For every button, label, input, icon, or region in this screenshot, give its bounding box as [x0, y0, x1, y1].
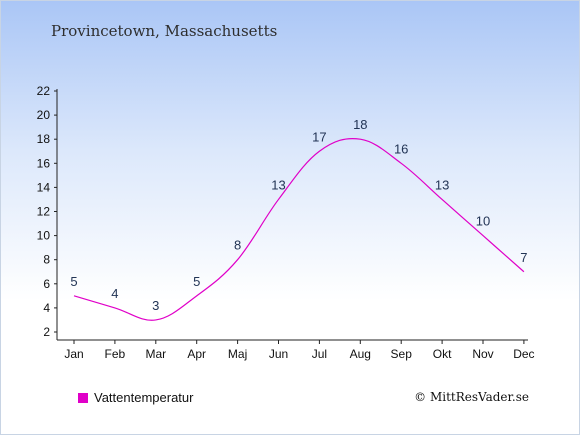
- x-tick-label: Okt: [433, 347, 452, 361]
- x-tick-label: Apr: [187, 347, 206, 361]
- x-tick-label: Jul: [312, 347, 327, 361]
- y-tick-label: 12: [37, 205, 51, 219]
- y-tick-label: 4: [43, 301, 50, 315]
- location-title: Provincetown, Massachusetts: [51, 22, 278, 40]
- y-tick-label: 14: [37, 180, 51, 194]
- x-tick-label: Mar: [145, 347, 166, 361]
- data-label: 5: [193, 274, 200, 289]
- y-tick-label: 10: [37, 229, 51, 243]
- y-tick-label: 18: [37, 132, 51, 146]
- data-label: 8: [234, 238, 241, 253]
- data-label: 13: [271, 177, 285, 192]
- x-tick-label: Maj: [228, 347, 247, 361]
- y-tick-label: 16: [37, 156, 51, 170]
- data-label: 4: [111, 286, 118, 301]
- data-label: 10: [476, 214, 490, 229]
- y-tick-label: 20: [37, 108, 51, 122]
- x-tick-label: Dec: [513, 347, 534, 361]
- series-line: [73, 138, 525, 321]
- credit: © MittResVader.se: [414, 390, 529, 404]
- x-tick-label: Sep: [391, 347, 413, 361]
- y-tick-label: 8: [43, 253, 50, 267]
- legend: Vattentemperatur: [78, 390, 193, 405]
- x-tick-label: Nov: [472, 347, 493, 361]
- y-tick-label: 6: [43, 277, 50, 291]
- x-tick-label: Jan: [64, 347, 83, 361]
- data-label: 13: [435, 177, 449, 192]
- data-label: 17: [312, 129, 326, 144]
- x-tick-label: Aug: [350, 347, 371, 361]
- y-tick-label: 2: [43, 325, 50, 339]
- y-tick-label: 22: [37, 84, 51, 98]
- data-label: 16: [394, 141, 408, 156]
- data-label: 7: [520, 250, 527, 265]
- legend-swatch: [78, 392, 88, 403]
- x-tick-label: Feb: [105, 347, 126, 361]
- data-label: 18: [353, 117, 367, 132]
- x-tick-label: Jun: [269, 347, 288, 361]
- legend-label: Vattentemperatur: [94, 390, 194, 405]
- data-label: 5: [70, 274, 77, 289]
- data-label: 3: [152, 298, 159, 313]
